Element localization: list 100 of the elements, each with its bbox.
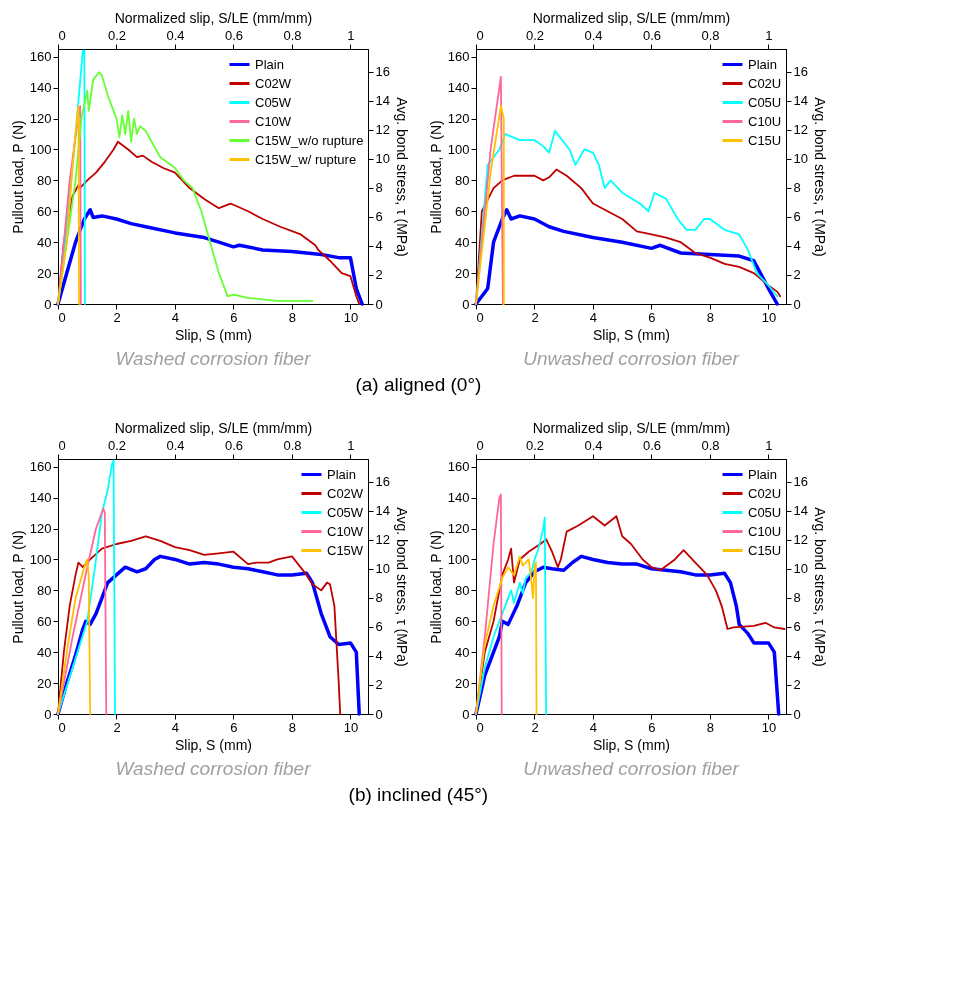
text: Washed corrosion fiber xyxy=(115,348,312,369)
y2-tick-label: 10 xyxy=(793,561,808,577)
y-axis-title: Pullout load, P (N) xyxy=(9,530,26,644)
y2-tick-label: 6 xyxy=(375,209,383,225)
x-tick-label: 4 xyxy=(171,309,180,325)
x2-axis-title: Normalized slip, S/LE (mm/mm) xyxy=(114,9,313,26)
x2-tick-label: 0.4 xyxy=(584,437,603,453)
legend-label: C02W xyxy=(327,485,364,501)
y2-tick-label: 14 xyxy=(793,93,808,109)
legend-label: C10W xyxy=(255,113,292,129)
y2-tick-label: 16 xyxy=(375,474,390,490)
y2-axis-title: Avg. bond stress, τ (MPa) xyxy=(811,507,828,667)
y2-tick-label: 2 xyxy=(793,677,801,693)
x-tick-label: 4 xyxy=(589,309,598,325)
x-axis-title: Slip, S (mm) xyxy=(593,326,670,343)
x-tick-label: 4 xyxy=(171,719,180,735)
x2-tick-label: 0.2 xyxy=(525,437,545,453)
legend-label: Plain xyxy=(748,56,777,72)
line-series xyxy=(475,493,503,715)
y-tick-label: 120 xyxy=(29,521,52,537)
legend-label: C15U xyxy=(748,542,782,558)
y-tick-label: 100 xyxy=(447,141,470,157)
x2-tick-label: 0.4 xyxy=(584,27,603,43)
y2-tick-label: 8 xyxy=(793,590,801,606)
y2-tick-label: 6 xyxy=(375,619,383,635)
y-tick-label: 20 xyxy=(455,265,470,281)
legend-label: C15W xyxy=(327,542,364,558)
y-tick-label: 80 xyxy=(37,172,52,188)
x-tick-label: 8 xyxy=(288,309,297,325)
y-tick-label: 120 xyxy=(29,111,52,127)
y2-tick-label: 6 xyxy=(793,619,801,635)
legend-label: C02U xyxy=(748,75,782,91)
legend-label: C05W xyxy=(327,504,364,520)
y2-tick-label: 2 xyxy=(375,267,383,283)
x-tick-label: 0 xyxy=(476,309,484,325)
x2-tick-label: 0.2 xyxy=(107,27,127,43)
x-tick-label: 0 xyxy=(58,719,66,735)
x2-tick-label: 0.6 xyxy=(224,437,244,453)
legend-label: C10U xyxy=(748,113,782,129)
y2-axis-title: Avg. bond stress, τ (MPa) xyxy=(811,97,828,257)
y-tick-label: 40 xyxy=(37,644,52,660)
x-tick-label: 8 xyxy=(706,309,715,325)
y-tick-label: 80 xyxy=(37,582,52,598)
legend-label: C05U xyxy=(748,504,782,520)
x2-tick-label: 0 xyxy=(476,27,484,43)
legend-label: C15U xyxy=(748,132,782,148)
y2-axis-title: Avg. bond stress, τ (MPa) xyxy=(393,97,410,257)
line-series xyxy=(57,459,116,715)
y-tick-label: 120 xyxy=(447,111,470,127)
legend-label: C10U xyxy=(748,523,782,539)
y2-tick-label: 4 xyxy=(793,238,801,254)
x2-tick-label: 0.6 xyxy=(224,27,244,43)
x2-tick-label: 0.8 xyxy=(701,437,720,453)
y-tick-label: 160 xyxy=(29,49,52,65)
y2-tick-label: 8 xyxy=(793,180,801,196)
y-tick-label: 0 xyxy=(462,706,470,722)
y2-tick-label: 6 xyxy=(793,209,801,225)
y2-tick-label: 4 xyxy=(375,648,383,664)
legend-label: C02W xyxy=(255,75,292,91)
y2-axis-title: Avg. bond stress, τ (MPa) xyxy=(393,507,410,667)
line-series xyxy=(475,555,538,715)
x2-axis-title: Normalized slip, S/LE (mm/mm) xyxy=(532,9,731,26)
y2-tick-label: 14 xyxy=(375,93,390,109)
x2-axis-title: Normalized slip, S/LE (mm/mm) xyxy=(114,419,313,436)
legend-label: C15W_w/ rupture xyxy=(255,151,357,167)
x2-tick-label: 0.8 xyxy=(283,437,302,453)
y2-tick-label: 0 xyxy=(375,296,383,312)
y2-tick-label: 8 xyxy=(375,180,383,196)
x-tick-label: 0 xyxy=(58,309,66,325)
y-tick-label: 20 xyxy=(37,675,52,691)
y-tick-label: 60 xyxy=(37,613,52,629)
x2-tick-label: 0 xyxy=(58,437,66,453)
y2-tick-label: 16 xyxy=(375,64,390,80)
y-tick-label: 140 xyxy=(29,490,52,506)
y2-tick-label: 14 xyxy=(375,503,390,519)
x2-tick-label: 0.8 xyxy=(283,27,302,43)
x2-tick-label: 1 xyxy=(347,437,355,453)
y2-tick-label: 16 xyxy=(793,64,808,80)
x-tick-label: 6 xyxy=(648,309,656,325)
x-tick-label: 6 xyxy=(648,719,656,735)
x2-tick-label: 0.6 xyxy=(642,27,662,43)
y-tick-label: 80 xyxy=(455,582,470,598)
y2-tick-label: 2 xyxy=(793,267,801,283)
legend-label: C10W xyxy=(327,523,364,539)
text: Unwashed corrosion fiber xyxy=(523,758,740,779)
y2-tick-label: 4 xyxy=(793,648,801,664)
text: (b) inclined (45°) xyxy=(348,783,489,805)
y2-tick-label: 10 xyxy=(375,151,390,167)
x2-tick-label: 0.8 xyxy=(701,27,720,43)
x2-tick-label: 0.4 xyxy=(166,27,185,43)
x2-tick-label: 0.2 xyxy=(107,437,127,453)
y-tick-label: 140 xyxy=(29,80,52,96)
x-tick-label: 10 xyxy=(761,719,777,735)
line-series xyxy=(475,105,505,305)
y-tick-label: 60 xyxy=(455,613,470,629)
x2-tick-label: 1 xyxy=(347,27,355,43)
y-tick-label: 0 xyxy=(44,706,52,722)
y-tick-label: 160 xyxy=(447,49,470,65)
y-tick-label: 40 xyxy=(455,644,470,660)
y-tick-label: 20 xyxy=(37,265,52,281)
